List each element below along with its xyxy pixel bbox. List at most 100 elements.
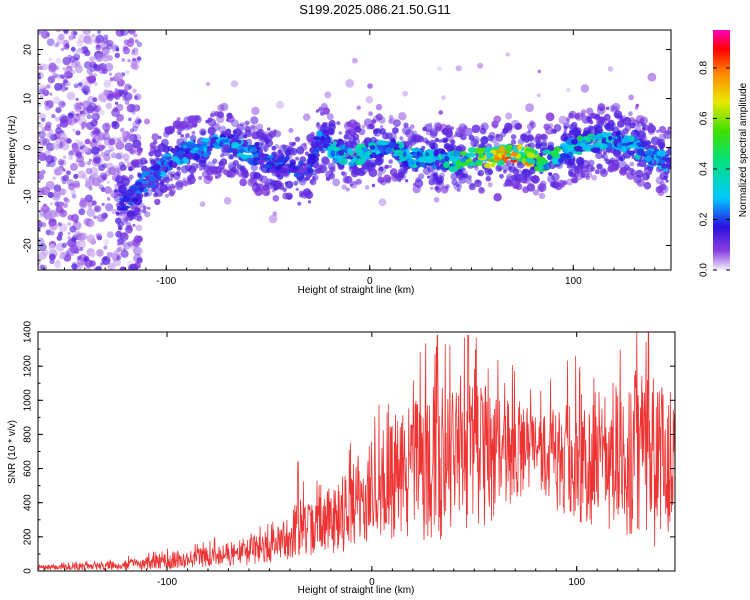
- spectrogram-cell: [115, 211, 120, 216]
- spectrogram-cell: [55, 107, 62, 114]
- spectrogram-cell: [273, 180, 283, 190]
- spectrogram-cell: [117, 211, 126, 220]
- spectrogram-cell: [629, 150, 635, 156]
- spectrogram-cell: [624, 164, 630, 171]
- spectrogram-cell: [141, 208, 147, 214]
- spectrogram-cell: [68, 150, 74, 156]
- spectrogram-cell: [348, 119, 358, 129]
- spectrogram-cell: [594, 169, 600, 175]
- spectrogram-cell: [67, 236, 71, 240]
- spectrogram-cell: [302, 113, 311, 121]
- spectrogram-cell: [271, 145, 277, 151]
- spectrogram-cell: [243, 134, 248, 139]
- spectrogram-cell: [186, 141, 196, 149]
- spectrogram-cell: [326, 113, 334, 121]
- spectrogram-cell: [658, 126, 667, 134]
- spectrogram-cell: [493, 115, 502, 124]
- spectrogram-cell: [416, 151, 421, 156]
- spectrogram-cell: [485, 152, 494, 159]
- spectrogram-cell: [619, 167, 628, 176]
- spectrogram-cell: [115, 260, 121, 266]
- spectrogram-cell: [510, 134, 517, 140]
- spectrogram-cell: [67, 222, 71, 226]
- spectrogram-cell: [577, 158, 583, 164]
- spectrogram-cell: [616, 130, 621, 136]
- spectrogram-cell: [377, 172, 383, 178]
- spectrogram-cell: [658, 133, 666, 142]
- spectrogram-cell: [287, 165, 297, 169]
- spectrogram-cell: [63, 189, 69, 194]
- spectrogram-cell: [263, 145, 268, 150]
- spectrogram-cell: [47, 75, 56, 84]
- spectrogram-cell: [133, 163, 137, 167]
- spectrogram-cell: [133, 212, 142, 221]
- spectrogram-cell: [594, 134, 602, 141]
- spectrogram-cell: [104, 123, 109, 128]
- spectrogram-cell: [201, 165, 206, 170]
- spectrogram-cell: [132, 125, 138, 132]
- spectrogram-cell: [67, 231, 71, 236]
- spectrogram-cell: [433, 197, 440, 203]
- spectrogram-cell: [284, 181, 288, 185]
- spectrogram-cell: [137, 172, 141, 176]
- spectrogram-cell: [110, 152, 117, 159]
- spectrogram-cell: [548, 172, 552, 176]
- spectrogram-cell: [62, 174, 69, 182]
- spectrogram-cell: [84, 259, 93, 268]
- spectrogram-cell: [171, 171, 176, 176]
- spectrogram-cell: [240, 154, 249, 160]
- spectrogram-cell: [332, 178, 340, 187]
- spectrogram-cell: [437, 66, 442, 72]
- spectrogram-cell: [590, 166, 596, 172]
- spectrogram-cell: [142, 205, 147, 210]
- spectrogram-cell: [141, 165, 148, 173]
- spectrogram-cell: [508, 181, 514, 187]
- spectrogram-cell: [114, 52, 121, 59]
- spectrogram-cell: [408, 163, 415, 167]
- spectrogram-cell: [407, 158, 413, 164]
- spectrogram-cell: [127, 59, 131, 63]
- spectrogram-cell: [424, 155, 434, 163]
- spectrogram-cell: [56, 123, 62, 129]
- spectrogram-cell: [635, 169, 644, 178]
- spectrogram-cell: [126, 225, 133, 231]
- spectrogram-cell: [637, 121, 643, 127]
- spectrogram-cell: [54, 116, 60, 122]
- spectrogram-cell: [117, 246, 123, 252]
- spectrogram-cell: [379, 166, 383, 170]
- spectrogram-cell: [618, 154, 626, 162]
- spectrogram-cell: [217, 104, 225, 112]
- spectrogram-cell: [508, 164, 516, 173]
- spectrogram-cell: [91, 33, 96, 39]
- spectrogram-xlabel: Height of straight line (km): [298, 285, 415, 296]
- spectrogram-cell: [44, 124, 51, 132]
- spectrogram-cell: [611, 122, 616, 127]
- spectrogram-cell: [307, 153, 316, 161]
- spectrogram-cell: [173, 155, 179, 159]
- spectrogram-cell: [345, 187, 350, 192]
- spectrogram-cell: [134, 39, 139, 43]
- spectrogram-cell: [160, 142, 165, 148]
- spectrogram-cell: [628, 111, 633, 117]
- spectrogram-cell: [119, 266, 126, 270]
- spectrogram-cell: [111, 121, 120, 130]
- spectrogram-cell: [656, 129, 660, 133]
- spectrogram-cell: [76, 39, 84, 47]
- spectrogram-cell: [111, 208, 117, 215]
- spectrogram-cell: [371, 152, 376, 156]
- spectrogram-cell: [195, 143, 202, 148]
- spectrogram-cell: [388, 114, 394, 120]
- spectrogram-cell: [133, 95, 139, 100]
- spectrogram-cell: [218, 125, 227, 134]
- spectrogram-cell: [106, 94, 114, 102]
- spectrogram-cell: [495, 164, 503, 172]
- spectrogram-cell: [134, 158, 144, 168]
- spectrogram-cell: [80, 46, 89, 54]
- spectrogram-cell: [58, 33, 65, 41]
- spectrogram-cell: [70, 162, 78, 171]
- spectrogram-cell: [459, 151, 468, 156]
- spectrogram-cell: [453, 150, 461, 157]
- spectrogram-cell: [46, 38, 55, 47]
- spectrogram-cell: [53, 166, 63, 176]
- spectrogram-cell: [102, 55, 109, 62]
